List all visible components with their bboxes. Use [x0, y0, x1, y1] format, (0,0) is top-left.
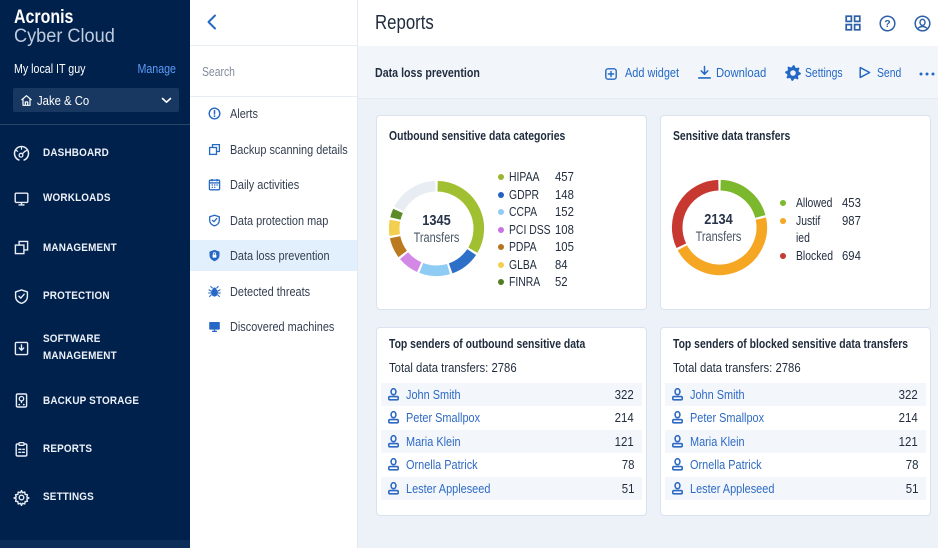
svg-text:?: ?: [884, 18, 890, 30]
